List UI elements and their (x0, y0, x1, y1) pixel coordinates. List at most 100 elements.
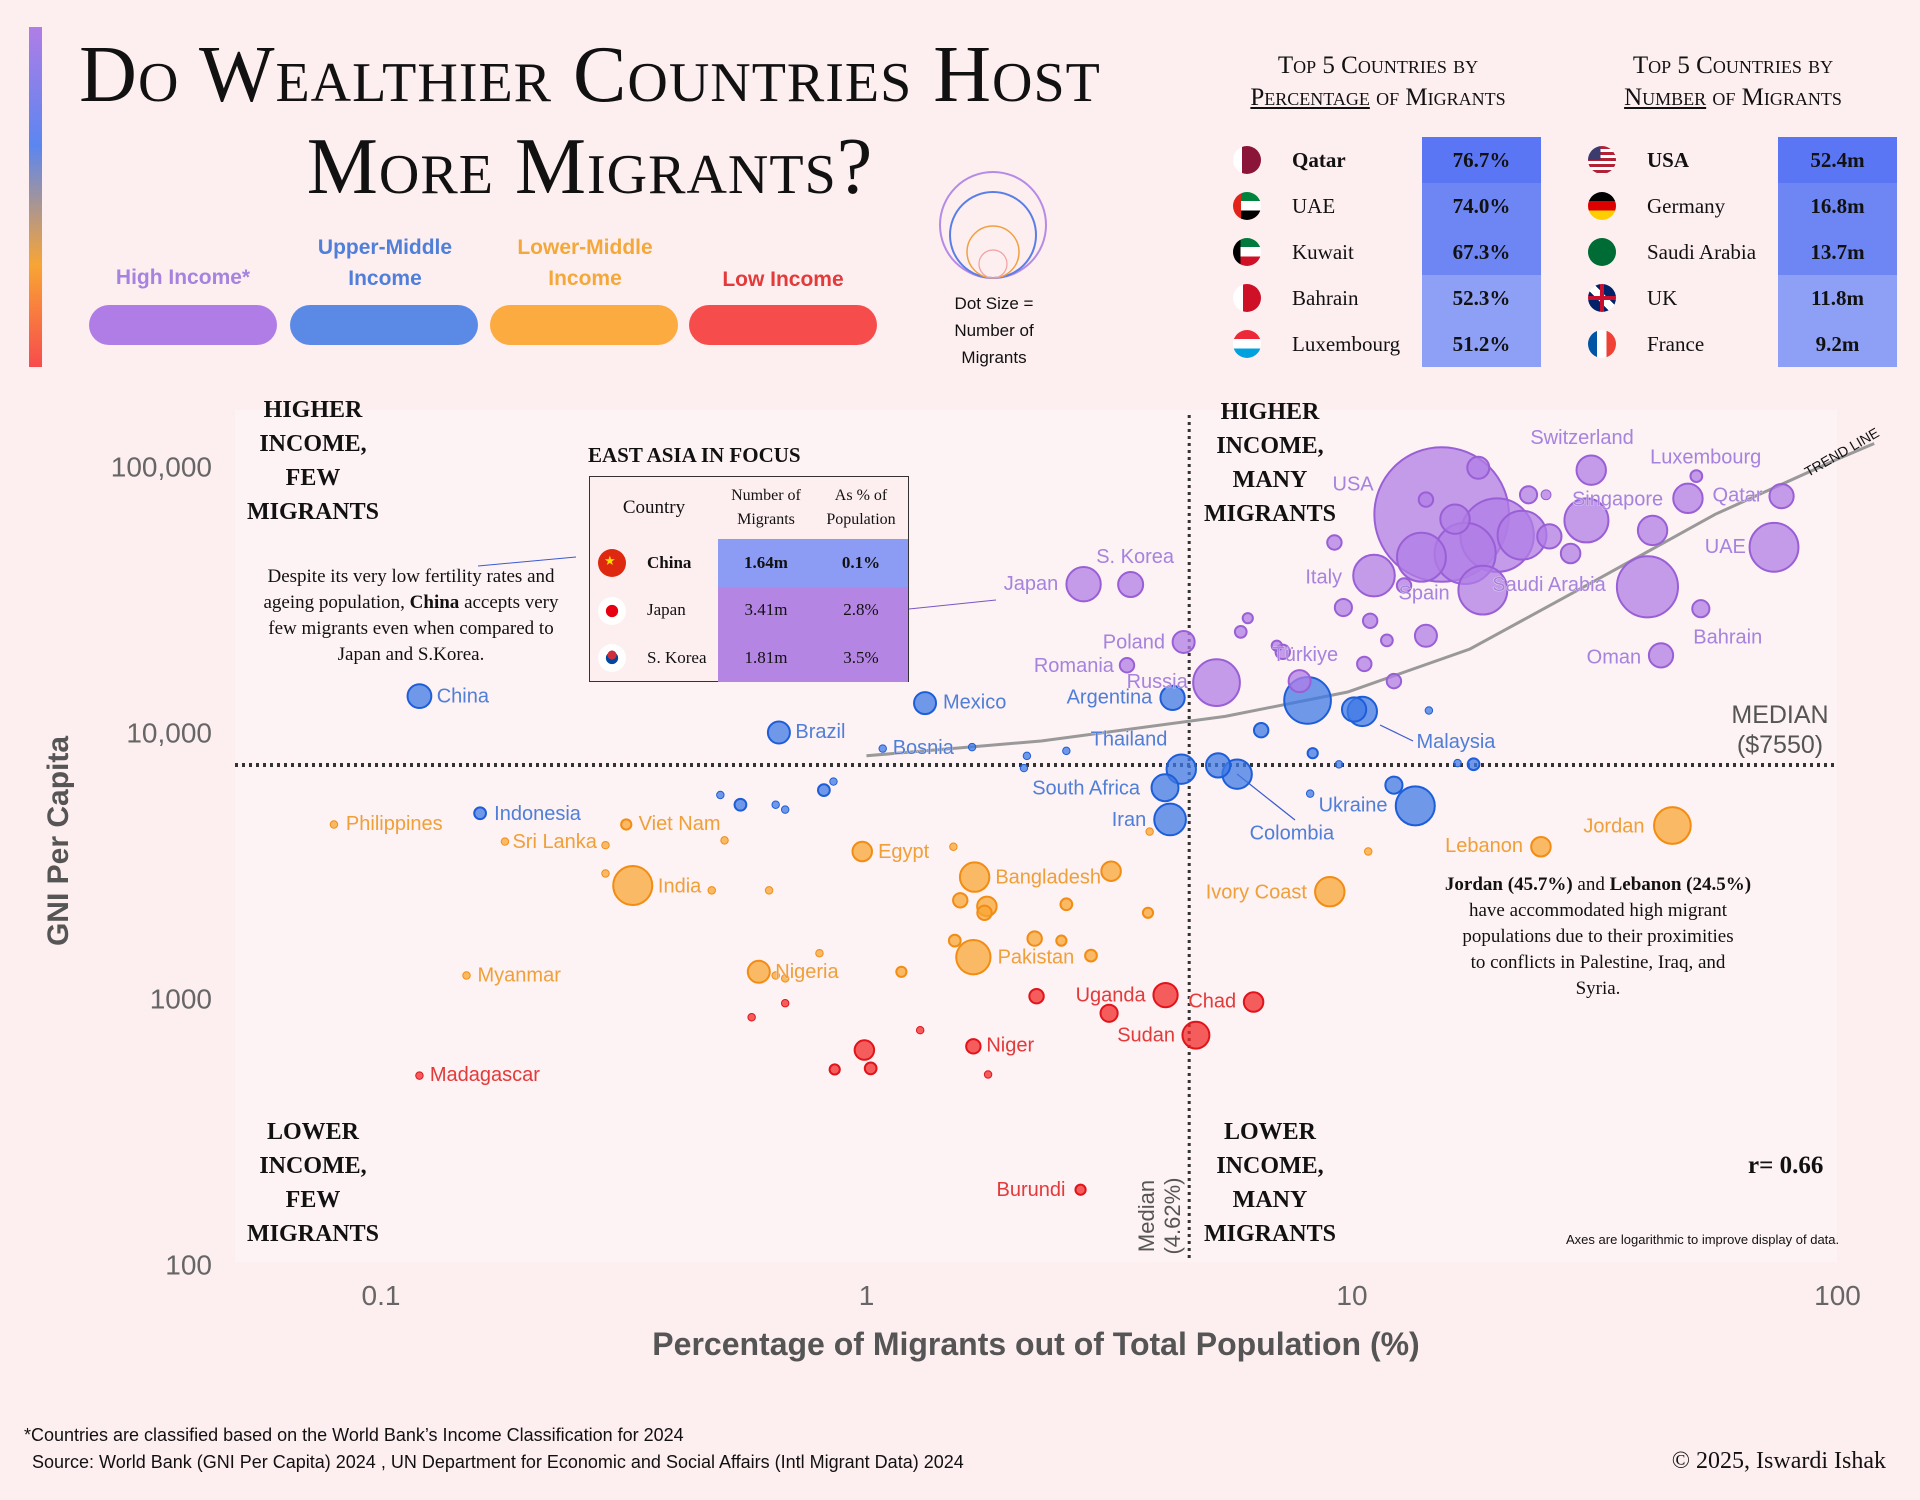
annotation-line: ageing population, China accepts very (263, 592, 559, 613)
data-point (1417, 491, 1435, 508)
uae-flag-icon (1233, 192, 1261, 220)
country-label: Russia (1127, 671, 1189, 693)
heading-line: Top 5 Countries by (1632, 52, 1834, 79)
country-name: Saudi Arabia (1647, 240, 1757, 264)
data-point (601, 840, 610, 850)
data-point (829, 777, 838, 786)
bahrain-flag-icon (1233, 284, 1261, 312)
x-tick-label: 10 (1336, 1280, 1367, 1311)
data-point (716, 790, 725, 800)
data-point-sri-lanka (500, 837, 510, 846)
x-tick-label: 0.1 (362, 1280, 401, 1311)
ea-migrants: 1.64m (718, 539, 814, 587)
data-point (1380, 633, 1394, 648)
data-point-russia (1192, 658, 1241, 707)
country-label: Bangladesh (995, 867, 1101, 889)
ea-migrants: 1.81m (718, 634, 814, 682)
y-tick-label: 100,000 (111, 452, 212, 483)
east-asia-title: EAST ASIA IN FOCUS (588, 443, 801, 467)
quadrant-line: FEW (285, 1187, 341, 1213)
country-label: Iran (1112, 809, 1146, 831)
data-point-romania (1118, 657, 1136, 674)
data-point (1540, 489, 1552, 501)
quadrant-line: FEW (285, 465, 341, 491)
annotation-line: few migrants even when compared to (268, 618, 554, 639)
country-label: Poland (1103, 632, 1165, 654)
country-label: Bahrain (1693, 627, 1762, 649)
value-cell: 52.3% (1422, 275, 1541, 321)
quadrant-label-bottom-left: LOWER INCOME, FEW MIGRANTS (213, 1115, 413, 1251)
data-point-china (406, 683, 433, 710)
country-label: Sudan (1117, 1025, 1175, 1047)
data-point (1026, 930, 1043, 947)
country-label: Uganda (1076, 984, 1147, 1006)
data-point (1059, 897, 1074, 912)
ea-header-pct: As % of Population (826, 487, 896, 528)
data-point (1233, 624, 1248, 639)
ea-header-number: Number of Migrants (731, 487, 801, 528)
data-point (1536, 523, 1563, 550)
data-point (1364, 847, 1373, 856)
data-point (1559, 542, 1582, 565)
data-point (1424, 706, 1434, 715)
country-label: Italy (1305, 567, 1342, 589)
data-point-chad (1242, 991, 1265, 1013)
data-point-s-korea (1117, 571, 1145, 599)
value-cell: 11.8m (1778, 275, 1897, 321)
median-gni-label: MEDIAN ($7550) (1700, 700, 1860, 760)
top-number-table: USA 52.4m Germany 16.8m Saudi Arabia 13.7m UK 1… (1585, 137, 1897, 367)
annotation-line: Japan and S.Korea. (337, 644, 485, 665)
country-label: Philippines (346, 813, 443, 835)
annotation-line: Syria. (1575, 978, 1621, 999)
country-label: Oman (1587, 646, 1641, 668)
ea-country: Japan (647, 600, 686, 620)
data-point (915, 1025, 925, 1035)
country-label: Burundi (997, 1179, 1066, 1201)
value-cell: 76.7% (1422, 137, 1541, 183)
correlation-value: r= 0.66 (1748, 1152, 1824, 1179)
legend-label-upper-middle: Upper-Middle Income (317, 236, 453, 290)
heading-line: Top 5 Countries by (1277, 52, 1479, 79)
accent-gradient-bar (29, 27, 42, 367)
ea-pct: 2.8% (814, 586, 908, 634)
y-tick-label: 1000 (150, 984, 212, 1015)
y-tick-label: 10,000 (126, 718, 212, 749)
data-point-italy (1352, 553, 1396, 598)
country-label: Bosnia (893, 737, 955, 759)
data-point (1361, 612, 1379, 629)
data-point (707, 886, 716, 895)
quadrant-line: MIGRANTS (1203, 1221, 1336, 1247)
data-point (1333, 597, 1353, 618)
data-point-myanmar (462, 971, 471, 980)
country-label: Mexico (943, 692, 1006, 714)
country-label: Madagascar (430, 1064, 540, 1086)
data-point-uae (1748, 521, 1800, 573)
country-name: Kuwait (1292, 240, 1354, 264)
table-row: UK 11.8m (1585, 275, 1897, 321)
country-label: Colombia (1250, 823, 1335, 845)
data-point (949, 842, 958, 851)
country-label: S. Korea (1096, 546, 1175, 568)
quadrant-line: INCOME, (1216, 433, 1324, 459)
quadrant-label-bottom-right: LOWER INCOME, MANY MIGRANTS (1170, 1115, 1370, 1251)
heading-rest: of Migrants (1369, 84, 1506, 111)
quadrant-line: MIGRANTS (246, 1221, 379, 1247)
data-point (601, 869, 610, 878)
classification-footnote: *Countries are classified based on the W… (24, 1425, 684, 1445)
data-point (815, 948, 824, 958)
data-point-argentina (1159, 684, 1186, 711)
data-point-singapore (1672, 482, 1704, 515)
data-point-uganda (1152, 981, 1179, 1009)
ea-pct: 0.1% (814, 539, 908, 587)
data-point (1252, 722, 1270, 739)
data-point-pakistan (955, 939, 992, 976)
ea-country: S. Korea (647, 647, 707, 667)
data-point (817, 783, 831, 798)
data-point-egypt (851, 840, 873, 863)
data-point (1356, 655, 1373, 673)
uk-flag-icon (1588, 284, 1616, 312)
quadrant-line: INCOME, (259, 1153, 367, 1179)
data-point-ukraine (1394, 785, 1436, 827)
country-label: Myanmar (478, 965, 562, 987)
data-point (1305, 789, 1315, 798)
